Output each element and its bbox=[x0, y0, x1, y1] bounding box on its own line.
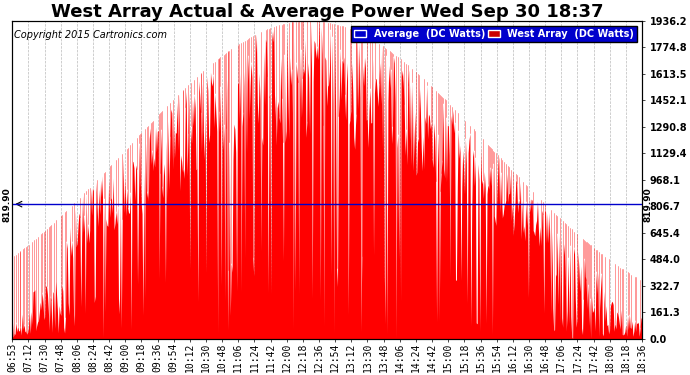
Text: 819.90: 819.90 bbox=[3, 187, 12, 222]
Text: 819.90: 819.90 bbox=[643, 187, 652, 222]
Text: Copyright 2015 Cartronics.com: Copyright 2015 Cartronics.com bbox=[14, 30, 166, 40]
Title: West Array Actual & Average Power Wed Sep 30 18:37: West Array Actual & Average Power Wed Se… bbox=[51, 3, 603, 21]
Legend: Average  (DC Watts), West Array  (DC Watts): Average (DC Watts), West Array (DC Watts… bbox=[351, 26, 637, 42]
